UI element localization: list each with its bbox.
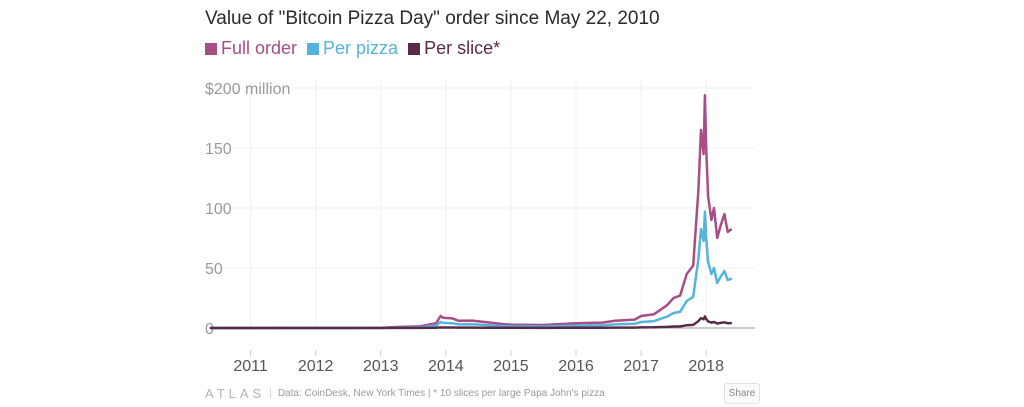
x-tick-label: 2014 [428, 358, 464, 375]
legend-label: Full order [221, 38, 298, 58]
legend-swatch [408, 42, 421, 55]
x-tick-label: 2018 [688, 358, 724, 375]
legend: Full order Per pizza Per slice* [205, 38, 500, 59]
y-tick-label: 50 [205, 261, 223, 278]
y-tick-label: 150 [205, 141, 232, 158]
x-tick-label: 2015 [493, 358, 529, 375]
y-tick-label: 0 [205, 321, 214, 338]
series-line-per-slice [209, 315, 733, 330]
legend-item: Full order [205, 38, 297, 59]
legend-label: Per slice* [424, 38, 501, 58]
legend-item: Per pizza [307, 38, 398, 59]
y-tick-label: $200 million [205, 81, 290, 98]
legend-swatch [307, 42, 320, 55]
legend-swatch [205, 42, 217, 55]
source-text: Data: CoinDesk, New York Times | * 10 sl… [277, 388, 605, 399]
x-tick-label: 2016 [558, 358, 594, 375]
x-tick-label: 2011 [233, 358, 268, 375]
source-note: ATLAS | Data: CoinDesk, New York Times |… [205, 386, 605, 401]
chart-title: Value of "Bitcoin Pizza Day" order since… [205, 8, 660, 29]
y-tick-label: 100 [205, 201, 232, 218]
brand-separator: | [269, 388, 272, 399]
x-tick-label: 2013 [363, 358, 399, 375]
share-button[interactable]: Share [724, 383, 760, 404]
series-line-full-order [209, 93, 733, 330]
legend-label: Per pizza [323, 38, 399, 58]
atlas-logo[interactable]: ATLAS [205, 386, 266, 401]
x-tick-label: 2017 [623, 358, 659, 375]
series-line-per-pizza [209, 210, 733, 330]
legend-item: Per slice* [408, 38, 500, 59]
x-tick-label: 2012 [298, 358, 334, 375]
